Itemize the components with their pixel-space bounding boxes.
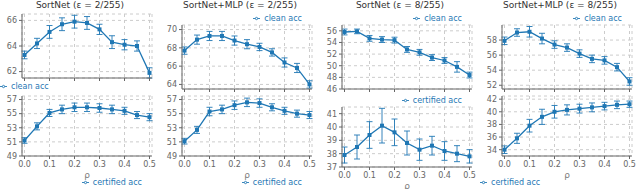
- svg-text:54: 54: [327, 38, 337, 47]
- svg-text:40: 40: [487, 108, 497, 117]
- svg-text:0.3: 0.3: [93, 160, 106, 169]
- svg-text:48: 48: [327, 73, 337, 82]
- svg-text:62: 62: [8, 67, 17, 76]
- svg-text:ρ: ρ: [244, 170, 250, 180]
- svg-text:42: 42: [487, 95, 497, 104]
- svg-text:68: 68: [167, 44, 177, 53]
- svg-text:53: 53: [8, 124, 17, 133]
- svg-text:0.0: 0.0: [498, 160, 511, 169]
- svg-text:0.4: 0.4: [598, 160, 611, 169]
- svg-text:0.0: 0.0: [338, 171, 351, 180]
- svg-text:0.0: 0.0: [178, 160, 191, 169]
- svg-text:40: 40: [327, 123, 337, 132]
- svg-text:0.3: 0.3: [413, 171, 426, 180]
- svg-text:52: 52: [327, 50, 337, 59]
- svg-text:56: 56: [487, 51, 497, 60]
- svg-text:49: 49: [8, 152, 17, 161]
- svg-text:57: 57: [167, 95, 177, 104]
- svg-text:0.5: 0.5: [463, 171, 476, 180]
- svg-text:0.0: 0.0: [18, 160, 31, 169]
- svg-text:52: 52: [487, 81, 497, 90]
- html-text:clean acc: clean acc: [424, 14, 462, 23]
- svg-text:0.4: 0.4: [118, 160, 131, 169]
- svg-text:0.5: 0.5: [303, 160, 316, 169]
- svg-text:0.1: 0.1: [523, 160, 536, 169]
- svg-text:55: 55: [8, 109, 17, 118]
- svg-text:51: 51: [8, 138, 17, 147]
- html-text:certified acc: certified acc: [491, 178, 541, 187]
- html-text:clean acc: clean acc: [584, 14, 622, 23]
- svg-text:0.4: 0.4: [278, 160, 291, 169]
- html-text:certified acc: certified acc: [92, 178, 142, 187]
- svg-text:0.1: 0.1: [203, 160, 216, 169]
- svg-text:38: 38: [487, 120, 497, 129]
- svg-text:0.3: 0.3: [253, 160, 266, 169]
- html-text:clean acc: clean acc: [11, 82, 49, 91]
- svg-text:0.2: 0.2: [68, 160, 81, 169]
- svg-text:37: 37: [327, 163, 337, 172]
- svg-text:38: 38: [327, 150, 337, 159]
- svg-text:0.2: 0.2: [548, 160, 561, 169]
- svg-text:0.5: 0.5: [623, 160, 632, 169]
- svg-text:57: 57: [8, 95, 17, 104]
- html-text:SortNet+MLP (ε = 8/255): SortNet+MLP (ε = 8/255): [503, 0, 617, 10]
- html-text:clean acc: clean acc: [264, 14, 302, 23]
- svg-text:66: 66: [167, 62, 177, 71]
- svg-text:51: 51: [167, 138, 177, 147]
- svg-text:ρ: ρ: [564, 170, 570, 180]
- svg-text:0.1: 0.1: [363, 171, 376, 180]
- svg-text:53: 53: [167, 124, 177, 133]
- svg-text:36: 36: [487, 133, 497, 142]
- svg-text:54: 54: [487, 66, 497, 75]
- html-text:certified acc: certified acc: [252, 178, 302, 187]
- svg-text:49: 49: [167, 152, 177, 161]
- svg-text:64: 64: [8, 42, 17, 51]
- svg-text:0.1: 0.1: [43, 160, 56, 169]
- svg-text:ρ: ρ: [84, 170, 90, 180]
- svg-text:0.5: 0.5: [143, 160, 156, 169]
- svg-text:ρ: ρ: [404, 181, 410, 189]
- svg-text:64: 64: [167, 80, 177, 89]
- html-text:certified acc: certified acc: [412, 96, 462, 105]
- html-text:SortNet (ε = 8/255): SortNet (ε = 8/255): [355, 0, 445, 10]
- svg-text:46: 46: [327, 85, 337, 93]
- html-text:SortNet (ε = 2/255): SortNet (ε = 2/255): [35, 0, 125, 10]
- svg-text:0.4: 0.4: [438, 171, 451, 180]
- svg-text:0.3: 0.3: [573, 160, 586, 169]
- svg-text:41: 41: [327, 110, 337, 119]
- svg-text:34: 34: [487, 146, 497, 155]
- svg-text:0.2: 0.2: [228, 160, 241, 169]
- html-text:SortNet+MLP (ε = 2/255): SortNet+MLP (ε = 2/255): [183, 0, 297, 10]
- svg-text:66: 66: [8, 16, 17, 25]
- svg-text:55: 55: [167, 109, 177, 118]
- svg-text:56: 56: [327, 27, 337, 36]
- svg-text:0.2: 0.2: [388, 171, 401, 180]
- svg-text:50: 50: [327, 62, 337, 71]
- svg-text:70: 70: [167, 25, 177, 34]
- svg-text:39: 39: [327, 136, 337, 145]
- svg-text:58: 58: [487, 36, 497, 45]
